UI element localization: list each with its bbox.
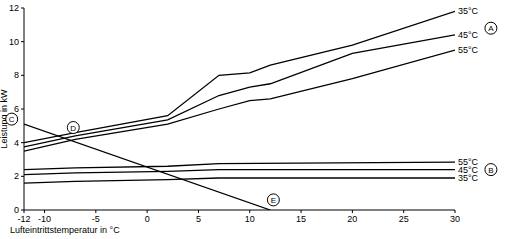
annotation-circle [6,113,18,125]
y-tick-label: 8 [14,70,19,80]
x-tick-label: -10 [38,214,51,224]
y-tick [21,75,24,76]
x-tick-label: 30 [450,214,460,224]
series-label: 55°C [458,45,479,55]
y-tick [21,8,24,9]
x-tick [455,210,456,213]
x-axis-label: Lufteintrittstemperatur in °C [10,225,120,235]
y-tick-label: 0 [14,205,19,215]
x-tick-label: 10 [245,214,255,224]
x-tick [44,210,45,213]
annotation-circle [67,122,79,134]
series-line [24,170,455,175]
x-tick-label: 20 [347,214,357,224]
x-axis [24,210,455,211]
plot-area [24,11,455,210]
series-line [24,124,270,210]
y-tick [21,176,24,177]
y-tick [21,142,24,143]
x-tick-label: 25 [399,214,409,224]
x-tick-label: 15 [296,214,306,224]
x-tick-label: 0 [145,214,150,224]
annotation: E [271,196,276,205]
y-tick-label: 2 [14,171,19,181]
y-tick [21,109,24,110]
annotation-circle [267,194,279,206]
annotation: C [9,115,15,124]
x-tick [352,210,353,213]
annotation-circle [485,22,497,34]
y-tick-label: 4 [14,138,19,148]
series-line [24,35,455,147]
x-tick-label: -5 [92,214,100,224]
annotation: B [488,166,493,175]
x-tick [198,210,199,213]
x-tick [147,210,148,213]
series-line [24,162,455,170]
x-tick [95,210,96,213]
y-tick [21,41,24,42]
y-tick [21,210,24,211]
annotation-circle [485,164,497,176]
series-line [24,178,455,183]
x-tick-label: 5 [196,214,201,224]
x-tick [249,210,250,213]
x-tick-label: -12 [17,214,30,224]
annotation: A [488,24,494,33]
x-tick [301,210,302,213]
y-tick-label: 12 [9,3,19,13]
series-label: 45°C [458,30,479,40]
y-tick-label: 10 [9,37,19,47]
series-label: 35°C [458,6,479,16]
annotation: D [70,124,76,133]
x-tick [403,210,404,213]
series-label: 35°C [458,173,479,183]
series-line [24,50,455,151]
series-line [24,11,455,142]
y-tick-label: 6 [14,104,19,114]
